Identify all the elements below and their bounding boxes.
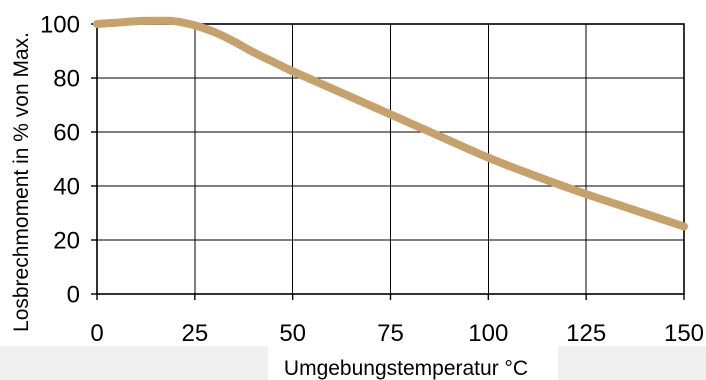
series-group [93,16,688,231]
y-tick-label: 100 [40,12,80,39]
x-tick-label: 0 [90,320,103,347]
x-tick-label: 25 [181,320,208,347]
y-tick-label: 20 [53,228,80,255]
tick-marks [91,23,685,300]
y-tick-label: 80 [53,66,80,93]
x-axis-title-box [268,346,558,380]
y-tick-label: 0 [67,282,80,309]
x-tick-label: 50 [279,320,306,347]
y-axis-title: Losbrechmoment in % von Max. [10,32,33,332]
y-tick-label: 60 [53,120,80,147]
x-axis-title: Umgebungstemperatur °C [284,357,528,380]
y-tick-label: 40 [53,174,80,201]
x-tick-label: 150 [664,320,704,347]
x-tick-label: 75 [377,320,404,347]
series-line [93,16,688,231]
x-tick-label: 100 [468,320,508,347]
tick-labels: 0 25 50 75 100 125 150 0 20 40 60 80 100 [40,12,704,348]
x-tick-label: 125 [566,320,606,347]
